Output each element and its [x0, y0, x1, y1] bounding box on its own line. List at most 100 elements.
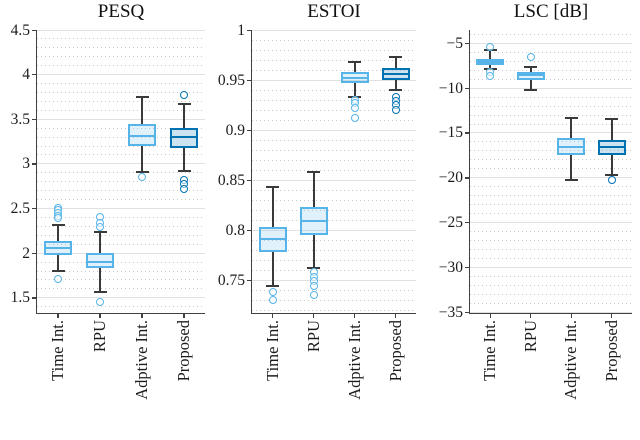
x-axis-spine: [251, 313, 416, 315]
y-tick-label: −10: [438, 79, 463, 97]
minor-gridline: [37, 181, 205, 183]
whisker-cap-low: [389, 89, 402, 91]
y-tick: [32, 29, 36, 31]
x-tick: [57, 314, 59, 319]
minor-gridline: [470, 141, 632, 143]
major-gridline: [470, 42, 632, 44]
outlier-point: [268, 288, 277, 296]
x-tick: [183, 314, 185, 319]
y-tick: [32, 252, 36, 254]
minor-gridline: [252, 269, 416, 271]
whisker-cap-low: [524, 89, 538, 91]
y-tick-label: 3: [22, 155, 30, 173]
panel-title: LSC [dB]: [513, 1, 589, 22]
outlier-point: [54, 275, 62, 284]
median-line: [88, 261, 112, 264]
minor-gridline: [470, 195, 632, 197]
outlier-point: [268, 296, 277, 304]
minor-gridline: [470, 150, 632, 152]
y-tick-label: 0.75: [217, 271, 245, 289]
minor-gridline: [37, 65, 205, 67]
minor-gridline: [470, 284, 632, 286]
whisker-cap-high: [605, 117, 619, 120]
whisker-lower: [271, 252, 274, 286]
outlier-point: [350, 114, 359, 122]
minor-gridline: [37, 83, 205, 85]
whisker-lower: [312, 235, 315, 268]
major-gridline: [470, 132, 632, 134]
whisker-upper: [312, 172, 315, 207]
y-tick-label: −15: [438, 124, 463, 142]
minor-gridline: [37, 225, 205, 227]
whisker-lower: [183, 147, 185, 172]
whisker-lower: [489, 64, 492, 69]
x-tick: [141, 314, 143, 319]
minor-gridline: [470, 33, 632, 35]
minor-gridline: [470, 293, 632, 295]
y-tick: [465, 311, 469, 313]
y-tick: [247, 79, 251, 81]
minor-gridline: [252, 149, 416, 151]
whisker-cap-high: [93, 230, 107, 233]
minor-gridline: [470, 186, 632, 188]
whisker-upper: [353, 62, 356, 72]
minor-gridline: [470, 159, 632, 161]
y-tick: [465, 87, 469, 89]
whisker-cap-low: [605, 174, 619, 177]
x-tick: [489, 314, 491, 319]
major-gridline: [470, 311, 632, 313]
y-axis-spine: [251, 30, 253, 314]
x-category-label: Time Int.: [480, 320, 500, 381]
major-gridline: [37, 118, 205, 120]
minor-gridline: [470, 105, 632, 107]
outlier-point: [96, 298, 104, 307]
major-gridline: [252, 279, 416, 281]
minor-gridline: [470, 114, 632, 116]
y-tick: [247, 129, 251, 131]
minor-gridline: [470, 257, 632, 259]
minor-gridline: [252, 109, 416, 111]
median-line: [478, 60, 503, 63]
median-line: [130, 135, 154, 138]
minor-gridline: [252, 139, 416, 141]
y-tick: [32, 297, 36, 299]
outlier-point: [607, 176, 616, 185]
whisker-upper: [394, 57, 397, 68]
major-gridline: [37, 163, 205, 165]
median-line: [46, 246, 70, 249]
whisker-lower: [141, 146, 143, 172]
whisker-cap-high: [524, 65, 538, 68]
minor-gridline: [252, 249, 416, 251]
x-tick: [312, 314, 315, 319]
whisker-cap-high: [51, 223, 65, 226]
major-gridline: [252, 179, 416, 181]
outlier-point: [526, 53, 535, 62]
minor-gridline: [470, 231, 632, 232]
outlier-point: [486, 72, 495, 81]
whisker-upper: [57, 224, 59, 241]
major-gridline: [470, 266, 632, 268]
outlier-point: [180, 91, 188, 100]
major-gridline: [252, 229, 416, 231]
major-gridline: [37, 30, 205, 31]
minor-gridline: [470, 248, 632, 250]
whisker-lower: [610, 154, 613, 176]
outlier-point: [138, 173, 146, 182]
y-tick-label: −35: [438, 303, 463, 321]
y-tick-label: −25: [438, 214, 463, 232]
minor-gridline: [252, 169, 416, 171]
box: [128, 123, 156, 147]
outlier-point: [309, 282, 318, 290]
minor-gridline: [252, 299, 416, 301]
minor-gridline: [470, 78, 632, 80]
x-tick: [570, 314, 572, 319]
minor-gridline: [252, 119, 416, 121]
minor-gridline: [37, 56, 205, 58]
whisker-cap-high: [135, 95, 149, 98]
whisker-cap-low: [564, 179, 578, 181]
minor-gridline: [37, 145, 205, 147]
minor-gridline: [37, 243, 205, 245]
y-tick: [465, 177, 469, 179]
y-tick: [32, 118, 36, 121]
